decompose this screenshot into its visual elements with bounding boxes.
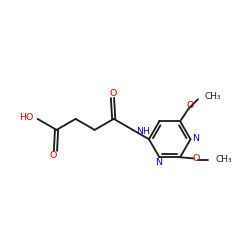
- Text: CH₃: CH₃: [204, 92, 221, 100]
- Text: N: N: [192, 134, 200, 143]
- Text: HO: HO: [20, 113, 34, 122]
- Text: O: O: [192, 154, 200, 164]
- Text: N: N: [155, 158, 162, 167]
- Text: O: O: [49, 151, 57, 160]
- Text: CH₃: CH₃: [215, 155, 232, 164]
- Text: NH: NH: [136, 126, 150, 136]
- Text: O: O: [187, 100, 194, 110]
- Text: O: O: [109, 88, 117, 98]
